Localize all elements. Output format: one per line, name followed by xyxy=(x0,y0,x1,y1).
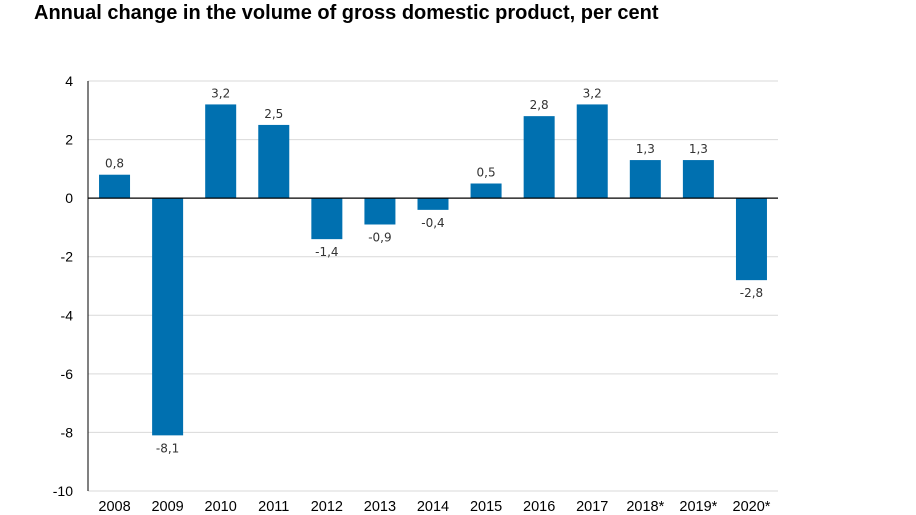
data-label: 2,8 xyxy=(530,98,549,112)
labels: 4 2 0 -2 -4 -6 -8 -10 0,8 2008 -8,1 2009 3,2 2010 2,5 2… xyxy=(53,73,771,515)
y-tick-label: -4 xyxy=(61,307,74,323)
x-tick-label: 2012 xyxy=(311,499,343,515)
x-tick-label: 2019* xyxy=(679,499,717,515)
y-tick-label: 0 xyxy=(65,190,73,206)
bar xyxy=(152,198,184,436)
data-label: 0,8 xyxy=(105,157,124,171)
x-tick-label: 2015 xyxy=(470,499,502,515)
bar xyxy=(205,104,237,199)
data-label: 1,3 xyxy=(689,142,708,156)
bar xyxy=(470,183,502,199)
data-label: 3,2 xyxy=(583,86,602,100)
x-tick-label: 2020* xyxy=(733,499,771,515)
data-label: 0,5 xyxy=(477,166,496,180)
gridlines xyxy=(88,80,778,492)
x-tick-label: 2011 xyxy=(258,499,289,515)
x-tick-label: 2018* xyxy=(626,499,664,515)
data-label: -0,4 xyxy=(421,216,444,230)
bar xyxy=(629,160,661,199)
chart-title: Annual change in the volume of gross dom… xyxy=(34,2,659,24)
bar xyxy=(364,198,396,225)
y-tick-label: 4 xyxy=(65,73,73,89)
x-tick-label: 2008 xyxy=(98,499,130,515)
y-tick-label: 2 xyxy=(65,132,73,148)
data-label: -1,4 xyxy=(315,245,338,259)
bar xyxy=(576,104,608,199)
x-tick-label: 2010 xyxy=(205,499,237,515)
x-tick-label: 2017 xyxy=(576,499,608,515)
y-tick-label: -6 xyxy=(61,366,74,382)
x-tick-label: 2013 xyxy=(364,499,396,515)
bars xyxy=(99,104,767,436)
data-label: 2,5 xyxy=(264,107,283,121)
x-tick-label: 2016 xyxy=(523,499,555,515)
axes xyxy=(87,81,778,491)
y-tick-label: -2 xyxy=(61,249,74,265)
bar xyxy=(417,198,449,210)
data-label: -2,8 xyxy=(740,286,763,300)
data-label: -8,1 xyxy=(156,441,179,455)
bar xyxy=(99,174,131,199)
data-label: -0,9 xyxy=(368,231,391,245)
data-label: 1,3 xyxy=(636,142,655,156)
bar xyxy=(735,198,767,281)
data-label: 3,2 xyxy=(211,86,230,100)
y-tick-label: -8 xyxy=(61,424,74,440)
x-tick-label: 2009 xyxy=(151,499,183,515)
bar xyxy=(258,124,290,199)
bar xyxy=(523,116,555,199)
y-tick-label: -10 xyxy=(53,483,73,499)
bar xyxy=(311,198,343,240)
bar xyxy=(682,160,714,199)
x-tick-label: 2014 xyxy=(417,499,449,515)
